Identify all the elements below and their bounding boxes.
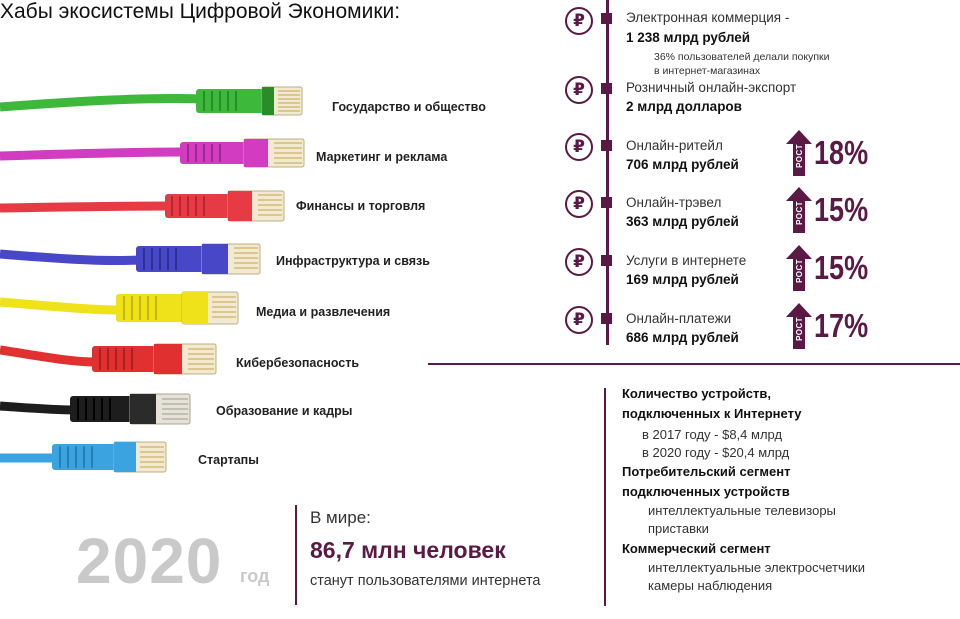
timeline-marker [601, 13, 612, 24]
market-item-value: 706 млрд рублей [626, 157, 739, 172]
timeline-marker [601, 140, 612, 151]
cable-magenta-icon [0, 138, 305, 168]
ruble-icon: ₽ [565, 306, 593, 334]
devices-item: интеллектуальные электросчетчики [648, 560, 865, 575]
growth-percent: 15% [814, 249, 869, 286]
devices-heading: Количество устройств, [622, 386, 771, 401]
timeline-line [606, 0, 609, 345]
cable-yellow-icon [0, 291, 239, 325]
growth-badge: РОСТ 17% [786, 303, 876, 349]
market-item-value: 1 238 млрд рублей [626, 30, 751, 45]
ruble-icon: ₽ [565, 76, 593, 104]
market-item-value: 169 млрд рублей [626, 272, 739, 287]
growth-badge: РОСТ 15% [786, 187, 876, 233]
ruble-icon: ₽ [565, 248, 593, 276]
up-arrow-icon [786, 130, 812, 176]
market-item-name: Электронная коммерция - [626, 10, 790, 25]
year-label: 2020 [76, 525, 223, 597]
cable-blue-icon [0, 243, 261, 275]
up-arrow-icon [786, 245, 812, 291]
hub-label-marketing: Маркетинг и реклама [316, 150, 448, 164]
growth-percent: 15% [814, 191, 869, 228]
world-caption: станут пользователями интернета [310, 573, 541, 589]
page-title: Хабы экосистемы Цифровой Экономики: [0, 0, 401, 23]
cable-red-icon [0, 190, 285, 222]
growth-badge: РОСТ 15% [786, 245, 876, 291]
growth-rost-label: РОСТ [795, 201, 804, 225]
devices-heading: подключенных устройств [622, 484, 790, 499]
market-item-value: 2 млрд долларов [626, 99, 742, 114]
hub-label-media: Медиа и развлечения [256, 305, 391, 319]
hub-label-infrastructure: Инфраструктура и связь [276, 254, 430, 268]
timeline-marker [601, 255, 612, 266]
hub-label-government: Государство и общество [332, 100, 486, 114]
market-item-name: Онлайн-платежи [626, 311, 732, 326]
growth-percent: 18% [814, 134, 869, 171]
cable-darkred-icon [0, 343, 217, 375]
devices-item: приставки [648, 521, 709, 536]
timeline-marker [601, 83, 612, 94]
devices-item: в 2017 году - $8,4 млрд [642, 427, 783, 442]
market-item-name: Онлайн-ритейл [626, 138, 723, 153]
devices-line [604, 388, 606, 606]
hub-label-startups: Стартапы [198, 453, 259, 467]
up-arrow-icon [786, 303, 812, 349]
market-item-note: в интернет-магазинах [654, 65, 761, 77]
section-divider [428, 363, 960, 365]
cable-lightblue-icon [0, 441, 167, 473]
growth-rost-label: РОСТ [795, 259, 804, 283]
ruble-icon: ₽ [565, 7, 593, 35]
growth-rost-label: РОСТ [795, 144, 804, 168]
ruble-icon: ₽ [565, 133, 593, 161]
devices-item: в 2020 году - $20,4 млрд [642, 445, 790, 460]
market-item-value: 363 млрд рублей [626, 214, 739, 229]
growth-badge: РОСТ 18% [786, 130, 876, 176]
market-item-note: 36% пользователей делали покупки [654, 51, 830, 63]
growth-percent: 17% [814, 307, 869, 344]
devices-heading: Потребительский сегмент [622, 464, 791, 479]
market-item-value: 686 млрд рублей [626, 330, 739, 345]
cable-black-icon [0, 393, 191, 425]
hub-label-cybersecurity: Кибербезопасность [236, 356, 360, 370]
ruble-icon: ₽ [565, 190, 593, 218]
hub-label-finance: Финансы и торговля [296, 199, 426, 213]
growth-rost-label: РОСТ [795, 317, 804, 341]
hub-label-education: Образование и кадры [216, 404, 353, 418]
world-headline: 86,7 млн человек [310, 537, 506, 563]
cable-green-icon [0, 86, 303, 116]
devices-heading: Коммерческий сегмент [622, 541, 771, 556]
devices-item: камеры наблюдения [648, 578, 773, 593]
timeline-marker [601, 313, 612, 324]
market-item-name: Розничный онлайн-экспорт [626, 80, 797, 95]
market-item-name: Услуги в интернете [626, 253, 747, 268]
world-intro: В мире: [310, 508, 371, 527]
world-divider [295, 505, 297, 605]
market-item-name: Онлайн-трэвел [626, 195, 722, 210]
devices-item: интеллектуальные телевизоры [648, 503, 836, 518]
devices-heading: подключенных к Интернету [622, 406, 802, 421]
year-suffix: год [240, 566, 270, 586]
timeline-marker [601, 197, 612, 208]
up-arrow-icon [786, 187, 812, 233]
